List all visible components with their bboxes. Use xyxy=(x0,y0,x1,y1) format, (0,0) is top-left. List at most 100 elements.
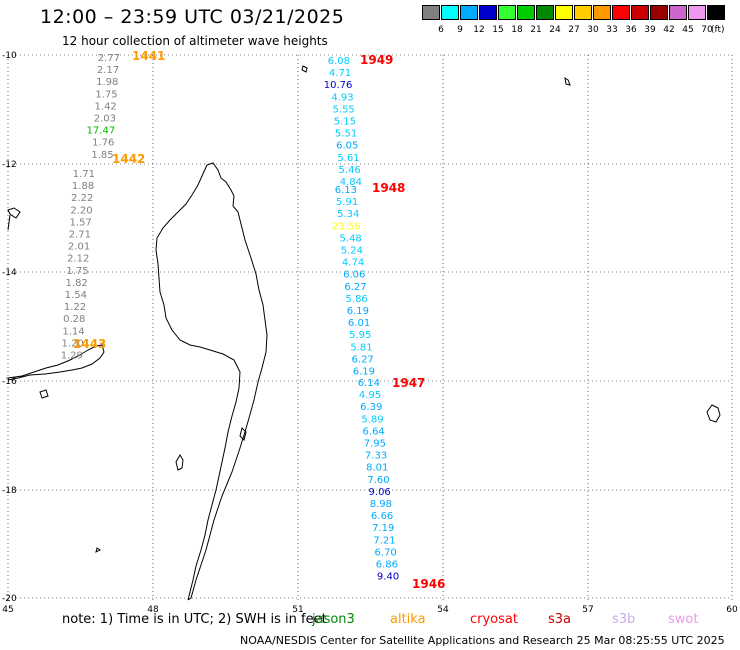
legend-swatch xyxy=(688,5,706,20)
wave-height-value: 6.06 xyxy=(343,270,365,281)
legend-swatch xyxy=(460,5,478,20)
wave-height-value: 2.77 xyxy=(98,53,120,64)
wave-height-value: 6.08 xyxy=(328,56,350,67)
wave-height-value: 5.89 xyxy=(361,414,383,425)
wave-height-value: 5.95 xyxy=(349,330,371,341)
legend-unit: (ft) xyxy=(711,25,725,35)
wave-height-value: 4.74 xyxy=(342,258,364,269)
wave-height-value: 7.21 xyxy=(373,535,395,546)
wave-height-value: 1.29 xyxy=(61,351,83,362)
wave-height-value: 6.14 xyxy=(358,378,380,389)
satellite-name: cryosat xyxy=(470,612,518,627)
satellite-name: swot xyxy=(668,612,699,627)
wave-height-value: 4.93 xyxy=(331,92,353,103)
legend-label: 24 xyxy=(549,25,561,35)
wave-height-value: 2.03 xyxy=(94,114,116,125)
legend-label: 12 xyxy=(473,25,485,35)
legend-label: 21 xyxy=(530,25,542,35)
wave-height-value: 2.01 xyxy=(68,242,90,253)
legend-swatch xyxy=(479,5,497,20)
footer-credit: NOAA/NESDIS Center for Satellite Applica… xyxy=(240,634,725,647)
lon-tick-label: 48 xyxy=(147,605,159,615)
wave-height-value: 7.95 xyxy=(364,439,386,450)
altimeter-passes: 2.772.171.981.751.422.0317.471.761.85144… xyxy=(61,49,446,591)
pass-time-label: 1442 xyxy=(112,152,145,166)
legend-label: 70 xyxy=(701,25,713,35)
wave-height-value: 5.51 xyxy=(335,129,357,140)
pass-time-label: 1443 xyxy=(73,337,106,351)
lat-tick-label: -10 xyxy=(2,51,17,61)
map-grid: 45 48 51 54 57 60 -10 -12 -14 -16 -18 -20 xyxy=(2,51,738,615)
legend-swatch xyxy=(441,5,459,20)
wave-height-value: 1.22 xyxy=(64,302,86,313)
satellite-name: s3b xyxy=(612,612,636,627)
wave-height-value: 5.15 xyxy=(334,117,356,128)
legend-swatch xyxy=(669,5,687,20)
legend-label: 36 xyxy=(625,25,637,35)
wave-height-value: 6.19 xyxy=(347,306,369,317)
lat-tick-label: -12 xyxy=(2,160,17,170)
wave-height-value: 5.86 xyxy=(346,294,368,305)
wave-height-value: 4.95 xyxy=(359,390,381,401)
wave-height-value: 8.01 xyxy=(366,463,388,474)
pass-time-label: 1948 xyxy=(372,181,405,195)
pass-time-label: 1949 xyxy=(360,53,393,67)
legend-label: 15 xyxy=(492,25,504,35)
legend-swatch xyxy=(536,5,554,20)
wave-height-value: 2.71 xyxy=(69,230,91,241)
legend-swatch xyxy=(422,5,440,20)
wave-height-value: 6.39 xyxy=(360,402,382,413)
wave-height-value: 7.19 xyxy=(372,523,394,534)
wave-height-value: 0.28 xyxy=(63,314,85,325)
lon-tick-label: 54 xyxy=(437,605,449,615)
wave-height-value: 5.48 xyxy=(340,233,362,244)
wave-height-value: 6.05 xyxy=(336,141,358,152)
wave-height-value: 2.12 xyxy=(67,254,89,265)
lon-tick-label: 45 xyxy=(2,605,13,615)
lat-tick-label: -18 xyxy=(2,486,17,496)
chart-subtitle: 12 hour collection of altimeter wave hei… xyxy=(62,34,328,48)
legend-swatch xyxy=(631,5,649,20)
wave-height-value: 6.27 xyxy=(344,282,366,293)
legend-swatch xyxy=(650,5,668,20)
wave-height-value: 5.81 xyxy=(350,342,372,353)
wave-height-value: 9.06 xyxy=(369,487,391,498)
wave-height-value: 4.71 xyxy=(329,68,351,79)
pass-time-label: 1946 xyxy=(412,577,445,591)
island-mauritius xyxy=(706,404,721,423)
pass-time-label: 1441 xyxy=(132,49,165,63)
wave-height-value: 6.13 xyxy=(335,185,357,196)
wave-height-value: 1.71 xyxy=(73,169,95,180)
wave-height-value: 6.27 xyxy=(352,354,374,365)
wave-height-value: 5.91 xyxy=(336,197,358,208)
wave-height-value: 6.66 xyxy=(371,511,393,522)
wave-height-value: 2.17 xyxy=(97,65,119,76)
african-coast-south xyxy=(39,389,247,553)
wave-height-value: 8.98 xyxy=(370,499,392,510)
wave-height-value: 5.24 xyxy=(341,246,363,257)
wave-height-value: 7.60 xyxy=(367,475,389,486)
wave-height-value: 9.40 xyxy=(377,572,399,583)
wave-height-value: 4.84 xyxy=(340,177,362,188)
pass-time-label: 1947 xyxy=(392,376,425,390)
wave-height-value: 1.75 xyxy=(95,89,117,100)
wave-height-value: 6.86 xyxy=(376,560,398,571)
legend-label: 42 xyxy=(663,25,675,35)
footer-note: note: 1) Time is in UTC; 2) SWH is in fe… xyxy=(62,612,327,627)
legend-label: 6 xyxy=(438,25,444,35)
lat-tick-label: -20 xyxy=(2,594,17,604)
wave-height-value: 1.42 xyxy=(95,101,117,112)
african-coast xyxy=(7,207,105,381)
satellite-name: s3a xyxy=(548,612,572,627)
wave-height-value: 6.70 xyxy=(375,547,397,558)
wave-height-value: 1.76 xyxy=(92,138,114,149)
legend-swatch xyxy=(574,5,592,20)
wave-height-value: 5.46 xyxy=(339,165,361,176)
legend-label: 45 xyxy=(682,25,694,35)
wave-height-value: 5.61 xyxy=(337,153,359,164)
wave-height-value: 1.85 xyxy=(91,150,113,161)
wave-height-value: 23.56 xyxy=(332,221,361,232)
legend-swatch xyxy=(612,5,630,20)
satellite-name: jason3 xyxy=(312,612,355,627)
